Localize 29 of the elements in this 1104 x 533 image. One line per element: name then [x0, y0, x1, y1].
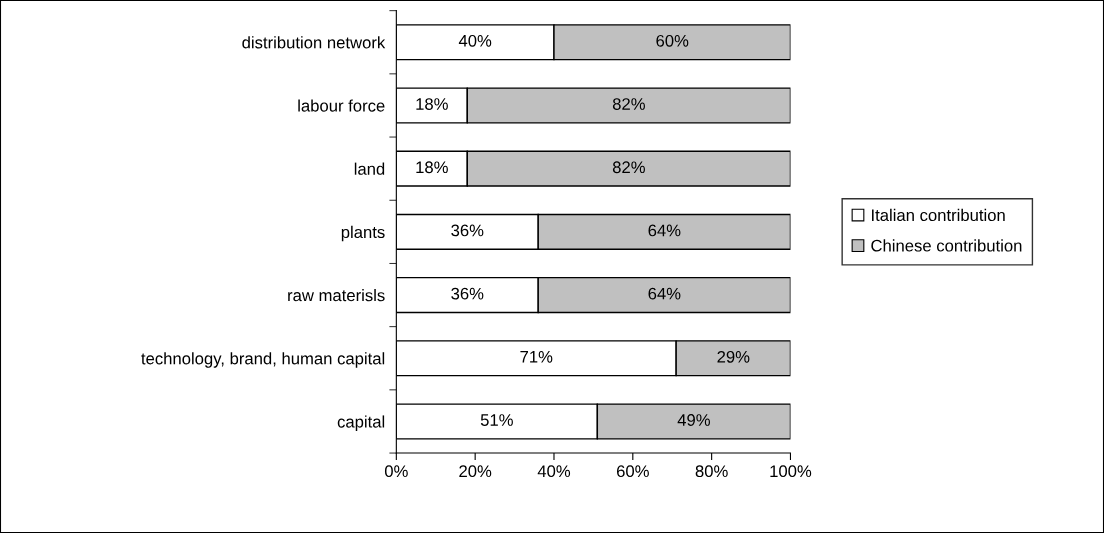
- data-label: 49%: [677, 414, 710, 426]
- y-tick-label: labour force: [298, 99, 385, 112]
- data-label: 64%: [648, 287, 681, 300]
- y-tick-label: capital: [337, 415, 385, 431]
- y-tick-label: technology, brand, human capital: [141, 352, 385, 368]
- data-label: 51%: [480, 414, 513, 426]
- data-label: 71%: [520, 351, 553, 363]
- legend-label: Italian contribution: [872, 208, 1005, 222]
- x-tick-label: 0%: [384, 465, 408, 478]
- x-tick-label: 60%: [616, 465, 649, 478]
- y-tick-label: land: [354, 162, 385, 175]
- y-tick-label: raw materisls: [288, 289, 385, 302]
- data-label: 40%: [458, 34, 492, 47]
- x-tick-label: 20%: [459, 465, 492, 478]
- x-tick-label: 80%: [695, 465, 728, 478]
- data-label: 36%: [451, 287, 484, 300]
- x-tick-label: 40%: [537, 465, 571, 478]
- data-label: 18%: [416, 98, 448, 110]
- y-tick-label: plants: [341, 225, 385, 242]
- data-label: 36%: [451, 224, 484, 237]
- legend-label: Chinese contribution: [871, 239, 1022, 252]
- data-label: 29%: [717, 350, 750, 363]
- data-label: 64%: [648, 224, 681, 237]
- x-tick-label: 100%: [770, 465, 812, 478]
- y-tick-label: distribution network: [242, 36, 386, 49]
- data-label: 60%: [656, 34, 689, 47]
- data-label: 82%: [612, 98, 645, 110]
- data-label: 82%: [612, 161, 645, 174]
- data-label: 18%: [416, 161, 448, 174]
